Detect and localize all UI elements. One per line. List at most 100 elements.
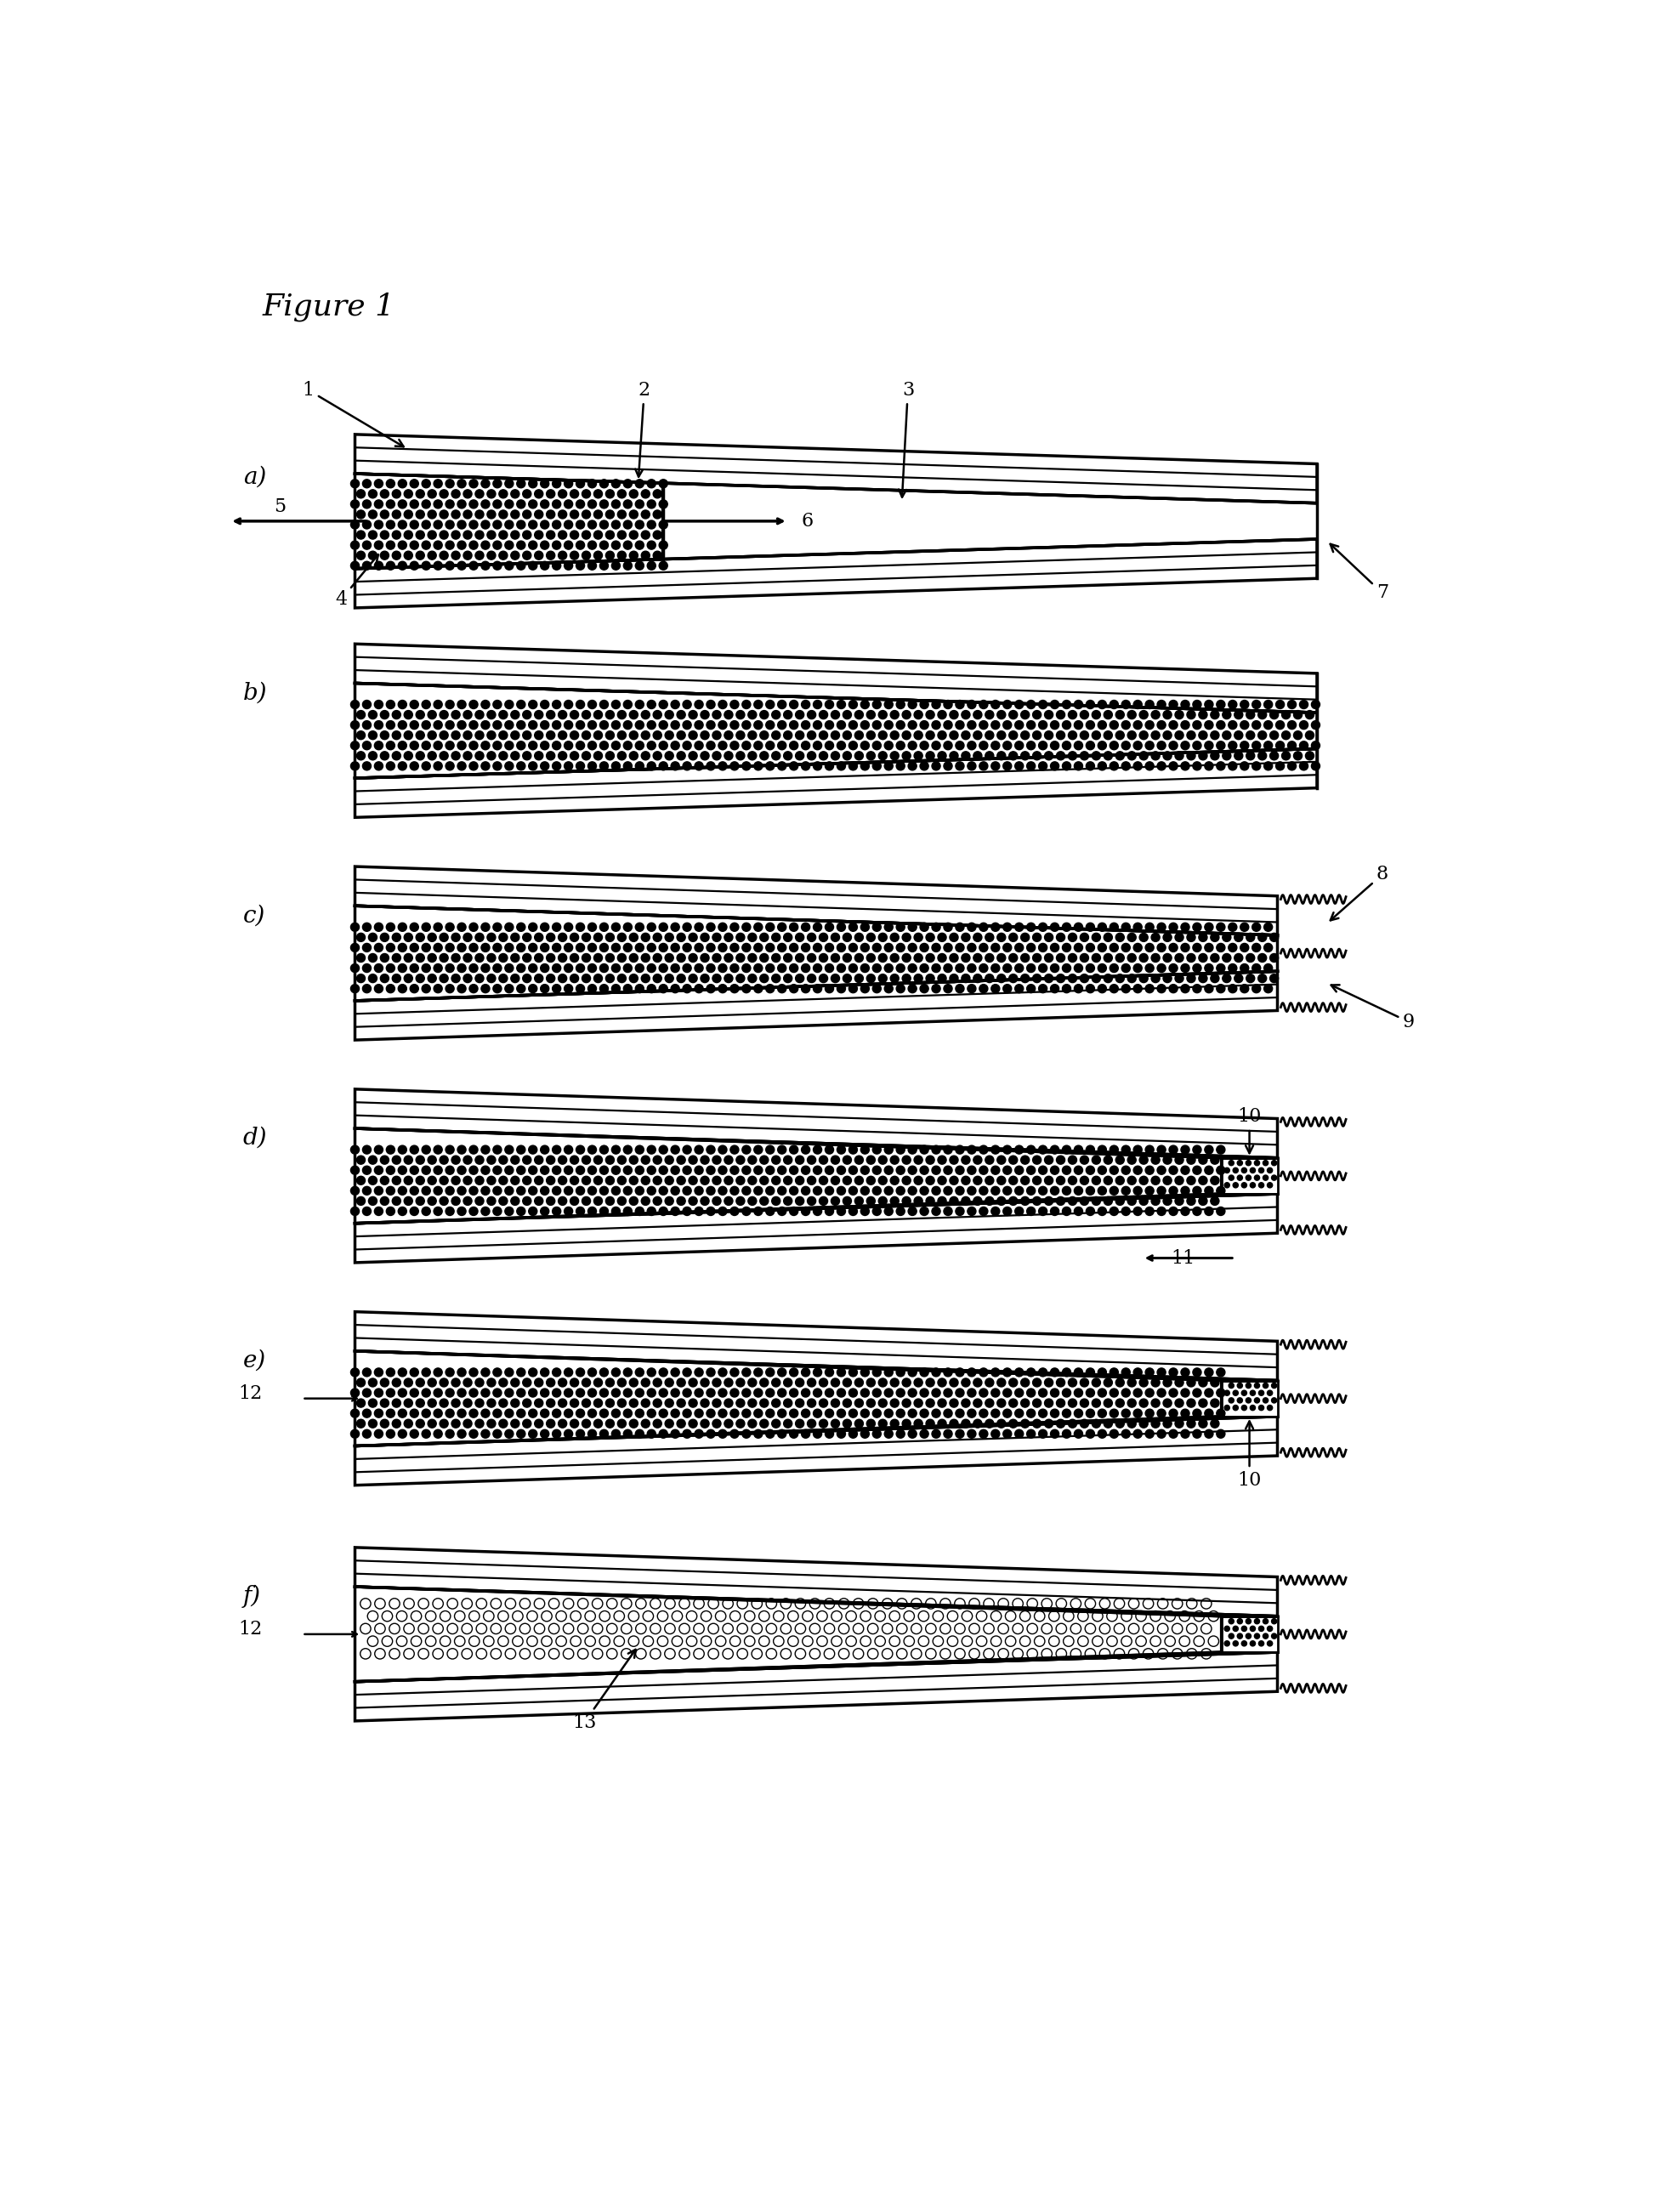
Circle shape [405, 531, 413, 540]
Circle shape [1003, 963, 1011, 972]
Circle shape [1174, 1197, 1183, 1206]
Circle shape [665, 1155, 674, 1164]
Circle shape [1258, 1184, 1263, 1188]
Circle shape [541, 520, 549, 529]
Circle shape [506, 1408, 514, 1417]
Circle shape [872, 963, 880, 972]
Circle shape [1235, 974, 1243, 983]
Circle shape [1252, 963, 1260, 972]
Circle shape [1134, 1369, 1142, 1378]
Circle shape [968, 1146, 976, 1155]
Circle shape [879, 710, 887, 719]
Circle shape [1181, 1186, 1189, 1195]
Circle shape [581, 954, 590, 963]
Circle shape [991, 985, 1000, 992]
Circle shape [1169, 1186, 1178, 1195]
Circle shape [600, 520, 608, 529]
Circle shape [670, 1146, 679, 1155]
Circle shape [1068, 1378, 1077, 1386]
Circle shape [731, 763, 739, 769]
Polygon shape [354, 1587, 1277, 1682]
Circle shape [778, 1186, 786, 1195]
Circle shape [884, 923, 894, 932]
Circle shape [1193, 1166, 1201, 1175]
Circle shape [848, 721, 857, 730]
Circle shape [984, 974, 995, 983]
Circle shape [670, 1389, 679, 1397]
Circle shape [707, 701, 716, 710]
Circle shape [464, 1155, 472, 1164]
Circle shape [719, 963, 727, 972]
Circle shape [743, 1369, 751, 1378]
Circle shape [701, 1177, 709, 1186]
Circle shape [937, 974, 946, 983]
Circle shape [670, 1186, 679, 1195]
Circle shape [464, 551, 472, 560]
Circle shape [712, 1155, 721, 1164]
Circle shape [968, 1389, 976, 1397]
Circle shape [1263, 963, 1272, 972]
Circle shape [1169, 963, 1178, 972]
Circle shape [832, 1400, 840, 1408]
Circle shape [771, 1378, 780, 1386]
Circle shape [991, 741, 1000, 749]
Circle shape [932, 923, 941, 932]
Circle shape [665, 1197, 674, 1206]
Circle shape [576, 923, 585, 932]
Circle shape [1255, 1382, 1260, 1389]
Circle shape [832, 1155, 840, 1164]
Circle shape [600, 741, 608, 749]
Circle shape [724, 1400, 732, 1408]
Circle shape [363, 1166, 371, 1175]
Circle shape [642, 531, 650, 540]
Circle shape [635, 562, 643, 571]
Circle shape [694, 1166, 704, 1175]
Circle shape [541, 1186, 549, 1195]
Circle shape [417, 509, 425, 518]
Circle shape [612, 963, 620, 972]
Circle shape [731, 1408, 739, 1417]
Circle shape [1021, 1177, 1030, 1186]
Circle shape [659, 480, 667, 487]
Text: 8: 8 [1331, 866, 1388, 921]
Circle shape [1139, 710, 1147, 719]
Circle shape [848, 1430, 857, 1437]
Circle shape [654, 1419, 662, 1428]
Circle shape [506, 985, 514, 992]
Circle shape [1134, 763, 1142, 769]
Circle shape [968, 1166, 976, 1175]
Circle shape [724, 710, 732, 719]
Circle shape [748, 954, 756, 963]
Circle shape [506, 1369, 514, 1378]
Circle shape [576, 1389, 585, 1397]
Circle shape [570, 954, 578, 963]
Circle shape [961, 710, 969, 719]
Circle shape [872, 701, 880, 710]
Circle shape [606, 974, 615, 983]
Circle shape [475, 732, 484, 741]
Circle shape [647, 520, 655, 529]
Circle shape [754, 701, 763, 710]
Circle shape [832, 1197, 840, 1206]
Circle shape [570, 531, 578, 540]
Circle shape [630, 1400, 638, 1408]
Circle shape [1247, 1633, 1252, 1640]
Circle shape [428, 954, 437, 963]
Circle shape [701, 1155, 709, 1164]
Circle shape [1151, 1378, 1159, 1386]
Circle shape [1110, 701, 1119, 710]
Circle shape [363, 721, 371, 730]
Circle shape [909, 1166, 917, 1175]
Circle shape [363, 741, 371, 749]
Circle shape [837, 1146, 845, 1155]
Circle shape [961, 732, 969, 741]
Circle shape [553, 1208, 561, 1214]
Circle shape [398, 721, 407, 730]
Circle shape [701, 1419, 709, 1428]
Circle shape [1193, 1430, 1201, 1437]
Circle shape [581, 710, 590, 719]
Circle shape [433, 1408, 442, 1417]
Circle shape [506, 500, 514, 509]
Circle shape [689, 954, 697, 963]
Circle shape [654, 954, 662, 963]
